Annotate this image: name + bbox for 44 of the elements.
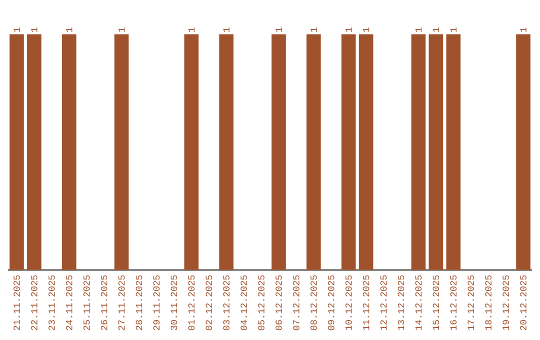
x-tick-label: 25.11.2025	[83, 275, 90, 330]
x-tick-label: 30.11.2025	[170, 275, 178, 330]
data-label: 1	[310, 28, 317, 32]
data-label: 1	[118, 28, 125, 32]
x-tick-label: 06.12.2025	[276, 275, 282, 330]
x-tick-label: 27.11.2025	[118, 275, 125, 330]
x-tick-label: 24.11.2025	[66, 275, 72, 330]
data-label: 1	[188, 28, 194, 32]
x-tick-label: 04.12.2025	[240, 275, 247, 330]
x-tick-label: 09.12.2025	[328, 275, 334, 330]
x-tick-label: 15.12.2025	[432, 275, 440, 330]
data-label: 1	[346, 28, 352, 32]
x-tick-label: 19.12.2025	[502, 275, 509, 330]
x-tick-label: 13.12.2025	[398, 275, 404, 330]
x-tick-label: 22.11.2025	[31, 275, 38, 330]
x-tick-label: 20.12.2025	[520, 275, 526, 330]
x-tick-label: 18.12.2025	[485, 275, 492, 330]
x-tick-label: 03.12.2025	[223, 275, 230, 330]
data-label: 1	[223, 28, 230, 32]
x-tick-label: 08.12.2025	[310, 275, 317, 330]
x-tick-label: 21.11.2025	[14, 275, 20, 330]
data-label: 1	[66, 28, 72, 32]
x-tick-label: 23.11.2025	[48, 275, 55, 330]
x-tick-label: 16.12.2025	[450, 275, 457, 330]
x-tick-label: 14.12.2025	[415, 275, 422, 330]
x-tick-label: 10.12.2025	[345, 275, 352, 330]
x-tick-label: 28.11.2025	[136, 275, 142, 330]
x-tick-label: 26.11.2025	[100, 275, 108, 330]
data-label: 1	[415, 28, 422, 32]
x-tick-label: 11.12.2025	[362, 275, 370, 330]
x-tick-label: 01.12.2025	[188, 275, 195, 330]
data-label: 1	[14, 28, 20, 32]
data-label: 1	[520, 28, 526, 32]
x-tick-label: 29.11.2025	[153, 275, 160, 330]
x-tick-label: 02.12.2025	[206, 275, 212, 330]
data-label: 1	[276, 28, 282, 32]
x-tick-label: 17.12.2025	[468, 275, 474, 330]
data-label: 1	[432, 28, 440, 32]
data-label: 1	[450, 28, 456, 32]
x-tick-label: 05.12.2025	[258, 275, 264, 330]
x-tick-label: 12.12.2025	[380, 275, 387, 330]
data-label: 1	[362, 28, 370, 32]
x-tick-label: 07.12.2025	[293, 275, 300, 330]
data-label: 1	[31, 28, 38, 32]
